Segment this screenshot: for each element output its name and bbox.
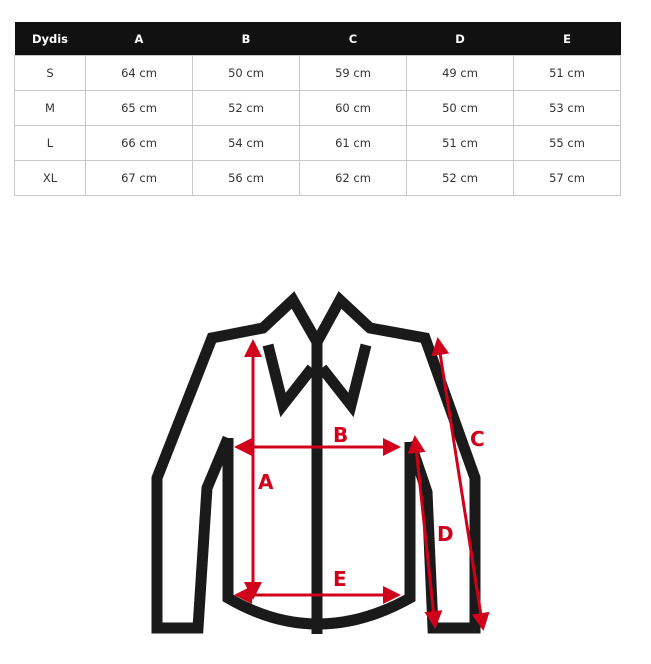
measure-d xyxy=(407,435,443,629)
label-c: C xyxy=(470,427,485,451)
measurement-cell: 52 cm xyxy=(406,160,514,196)
table-header-row: Dydis A B C D E xyxy=(14,22,621,56)
jacket-outline xyxy=(151,291,481,634)
measurement-cell: 53 cm xyxy=(513,90,621,126)
measurement-cell: 60 cm xyxy=(299,90,407,126)
label-a: A xyxy=(258,470,274,494)
label-b: B xyxy=(333,423,348,447)
measurement-cell: 51 cm xyxy=(406,125,514,161)
header-c: C xyxy=(299,22,407,56)
size-cell: XL xyxy=(14,160,86,196)
size-cell: M xyxy=(14,90,86,126)
header-a: A xyxy=(85,22,193,56)
table-row: XL 67 cm 56 cm 62 cm 52 cm 57 cm xyxy=(14,160,621,196)
table-row: L 66 cm 54 cm 61 cm 51 cm 55 cm xyxy=(14,125,621,161)
label-d: D xyxy=(437,522,454,546)
measurement-cell: 50 cm xyxy=(406,90,514,126)
measurement-cell: 51 cm xyxy=(513,55,621,91)
measurement-cell: 54 cm xyxy=(192,125,300,161)
measurement-cell: 55 cm xyxy=(513,125,621,161)
header-b: B xyxy=(192,22,300,56)
header-size: Dydis xyxy=(14,22,86,56)
measurement-cell: 67 cm xyxy=(85,160,193,196)
measure-c xyxy=(431,337,490,631)
label-e: E xyxy=(333,567,347,591)
size-table: Dydis A B C D E S 64 cm 50 cm 59 cm 49 cm 51 … xyxy=(14,22,621,196)
header-d: D xyxy=(406,22,514,56)
size-cell: L xyxy=(14,125,86,161)
measurement-cell: 52 cm xyxy=(192,90,300,126)
header-e: E xyxy=(513,22,621,56)
measurement-cell: 50 cm xyxy=(192,55,300,91)
measurement-cell: 64 cm xyxy=(85,55,193,91)
table-row: M 65 cm 52 cm 60 cm 50 cm 53 cm xyxy=(14,90,621,126)
measurement-cell: 57 cm xyxy=(513,160,621,196)
measure-lines xyxy=(234,337,490,631)
measurement-cell: 62 cm xyxy=(299,160,407,196)
